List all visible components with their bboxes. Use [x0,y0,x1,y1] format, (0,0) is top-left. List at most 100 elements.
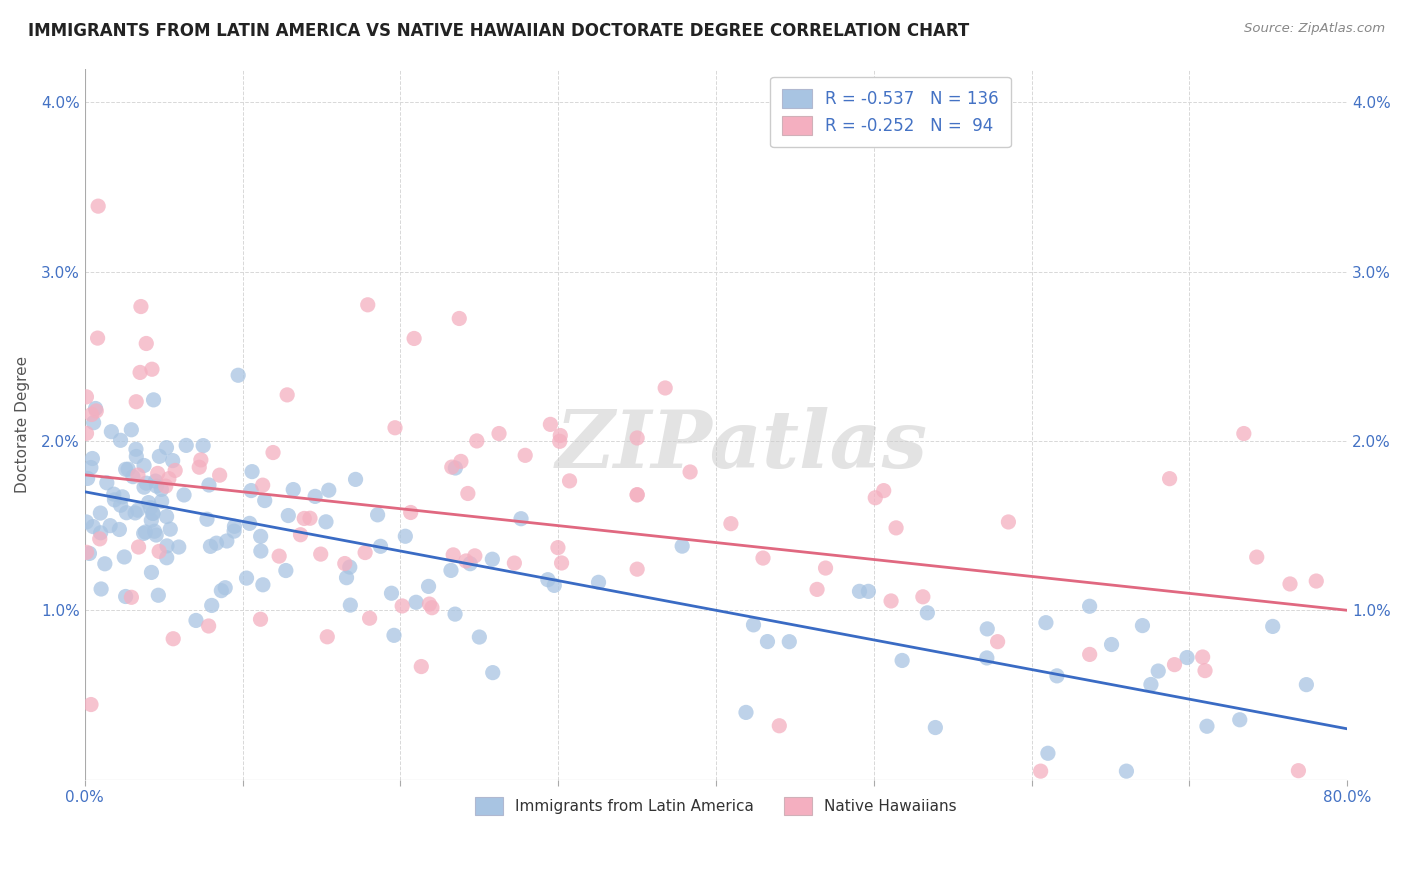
Point [756,634,779,648]
Point [1305,574,1327,588]
Point [399,506,422,520]
Point [481,665,503,680]
Point [1035,615,1057,630]
Point [858,584,880,599]
Point [298,511,321,525]
Point [276,388,298,402]
Point [188,460,211,475]
Point [249,529,271,543]
Point [404,331,426,345]
Point [209,583,232,598]
Point [114,462,136,476]
Point [198,478,221,492]
Point [76,545,98,559]
Point [132,458,155,473]
Point [917,606,939,620]
Point [588,575,610,590]
Point [538,417,561,432]
Point [127,468,149,483]
Point [86,331,108,345]
Point [411,659,433,673]
Point [84,404,107,418]
Point [142,507,165,521]
Point [873,483,896,498]
Point [1246,550,1268,565]
Point [83,416,105,430]
Point [503,556,526,570]
Point [129,366,152,380]
Point [94,557,117,571]
Point [135,336,157,351]
Point [626,562,648,576]
Point [90,582,112,596]
Point [156,550,179,565]
Point [865,491,887,505]
Point [138,495,160,509]
Point [114,590,136,604]
Point [200,540,222,554]
Point [444,461,467,475]
Point [128,540,150,554]
Point [75,390,97,404]
Point [1229,713,1251,727]
Point [269,549,291,563]
Point [157,472,180,486]
Point [127,503,149,517]
Point [742,618,765,632]
Point [252,578,274,592]
Point [382,628,405,642]
Point [205,536,228,550]
Point [132,526,155,541]
Point [391,599,413,613]
Point [145,479,167,493]
Point [626,488,648,502]
Point [139,500,162,515]
Point [654,381,676,395]
Point [344,472,367,486]
Point [145,528,167,542]
Point [924,721,946,735]
Point [735,706,758,720]
Point [162,453,184,467]
Point [316,630,339,644]
Point [626,488,648,502]
Point [190,453,212,467]
Point [98,518,121,533]
Point [997,515,1019,529]
Point [1195,719,1218,733]
Point [449,311,471,326]
Point [339,560,361,574]
Point [162,632,184,646]
Point [148,588,170,602]
Point [125,394,148,409]
Point [129,300,152,314]
Point [76,426,98,441]
Point [1175,650,1198,665]
Point [150,494,173,508]
Point [125,450,148,464]
Legend: Immigrants from Latin America, Native Hawaiians: Immigrants from Latin America, Native Ha… [464,786,967,825]
Point [100,425,122,439]
Point [1286,764,1309,778]
Point [976,622,998,636]
Point [80,460,103,475]
Point [155,441,177,455]
Y-axis label: Doctorate Degree: Doctorate Degree [15,356,30,492]
Point [80,408,103,422]
Point [488,426,510,441]
Point [380,586,402,600]
Point [548,434,571,449]
Point [226,368,249,383]
Point [468,630,491,644]
Point [197,619,219,633]
Point [458,557,481,571]
Point [75,515,97,529]
Point [159,522,181,536]
Point [122,469,145,483]
Point [103,492,125,507]
Point [134,524,156,539]
Point [148,544,170,558]
Point [82,451,104,466]
Point [80,698,103,712]
Point [1295,678,1317,692]
